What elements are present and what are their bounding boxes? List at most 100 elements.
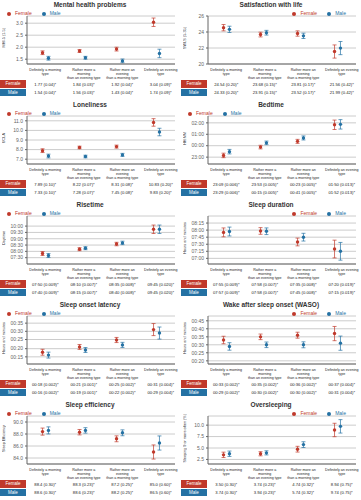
svg-text:00:20: 00:20 — [10, 345, 23, 351]
html-text:Rather more a morning than an: Rather more a morning than an evening ty… — [248, 68, 282, 80]
html-text:Rather more an evening than a: Rather more an evening than a morning ty… — [106, 368, 139, 380]
svg-text:00:35: 00:35 — [191, 334, 204, 340]
html-text:Rather more a morning than an: Rather more a morning than an evening ty… — [248, 368, 282, 380]
html-text:Wake after sleep onset (WASO): Wake after sleep onset (WASO) — [222, 301, 320, 308]
svg-text:07:30: 07:30 — [191, 241, 204, 247]
html-text:Definitely a morning type: Definitely a morning type — [210, 268, 243, 276]
html-text:Rather more a morning than an: Rather more a morning than an evening ty… — [248, 168, 282, 180]
html-text:Rather more a morning than an: Rather more a morning than an evening ty… — [67, 268, 101, 280]
svg-text:90.0: 90.0 — [13, 419, 23, 425]
svg-text:88.0: 88.0 — [13, 431, 23, 437]
svg-text:01:00: 01:00 — [191, 131, 204, 137]
html-text:Definitely a morning type: Definitely a morning type — [29, 168, 62, 176]
html-text:Definitely an evening type: Definitely an evening type — [144, 468, 178, 476]
html-text:Sleep efficiency: Sleep efficiency — [65, 401, 115, 408]
svg-text:11.0: 11.0 — [14, 118, 24, 124]
html-text:Rather more an evening than a: Rather more an evening than a morning ty… — [287, 168, 320, 180]
html-text:Definitely a morning type: Definitely a morning type — [210, 168, 243, 176]
svg-text:07:15: 07:15 — [191, 248, 204, 254]
svg-text:23:00: 23:00 — [191, 154, 204, 160]
html-text:Definitely an evening type: Definitely an evening type — [325, 268, 359, 276]
svg-text:86.0: 86.0 — [13, 443, 23, 449]
html-text:Rather more an evening than a: Rather more an evening than a morning ty… — [106, 268, 139, 280]
html-text:Male: Male — [49, 10, 61, 16]
html-text:Rather more an evening than a: Rather more an evening than a morning ty… — [287, 68, 320, 80]
svg-text:07:45: 07:45 — [191, 234, 204, 240]
html-text:Rather more an evening than a: Rather more an evening than a morning ty… — [287, 268, 320, 280]
html-text:Definitely a morning type: Definitely a morning type — [210, 468, 243, 476]
svg-text:10.0: 10.0 — [13, 127, 23, 133]
html-text:Rather more a morning than an: Rather more a morning than an evening ty… — [67, 168, 101, 180]
svg-text:08:15: 08:15 — [191, 220, 204, 226]
svg-text:07:30: 07:30 — [10, 254, 23, 260]
svg-text:07:00: 07:00 — [191, 255, 204, 261]
svg-text:22: 22 — [198, 45, 204, 51]
svg-text:10.0: 10.0 — [194, 422, 204, 428]
html-text:Definitely an evening type: Definitely an evening type — [325, 468, 359, 476]
svg-text:20: 20 — [198, 61, 204, 67]
html-text:Mental health problems: Mental health problems — [53, 1, 127, 8]
svg-text:9.0: 9.0 — [16, 137, 23, 143]
html-text:Definitely an evening type: Definitely an evening type — [325, 368, 359, 376]
svg-text:00:25: 00:25 — [191, 350, 204, 356]
svg-text:00:35: 00:35 — [10, 320, 23, 326]
svg-text:00:30: 00:30 — [10, 328, 23, 334]
html-text:Definitely an evening type: Definitely an evening type — [144, 368, 178, 376]
html-text:Definitely an evening type: Definitely an evening type — [325, 168, 359, 176]
svg-text:3.0: 3.0 — [16, 20, 23, 26]
svg-text:08:00: 08:00 — [10, 248, 23, 254]
svg-text:00:25: 00:25 — [10, 336, 23, 342]
html-text:Rather more a morning than an: Rather more a morning than an evening ty… — [67, 368, 101, 380]
svg-text:00:15: 00:15 — [10, 354, 23, 360]
html-text:Sleep duration: Sleep duration — [248, 201, 294, 208]
html-text:Bedtime: Bedtime — [258, 101, 284, 108]
svg-text:08:00: 08:00 — [191, 227, 204, 233]
html-text:Definitely an evening type: Definitely an evening type — [144, 268, 178, 276]
svg-text:00:40: 00:40 — [191, 326, 204, 332]
svg-text:7.0: 7.0 — [16, 156, 23, 162]
svg-text:09:00: 09:00 — [10, 236, 23, 242]
html-text:Rather more a morning than an: Rather more a morning than an evening ty… — [248, 468, 282, 480]
html-text:Definitely a morning type: Definitely a morning type — [29, 68, 62, 76]
html-text:Rather more an evening than a: Rather more an evening than a morning ty… — [287, 368, 320, 380]
html-text:Definitely a morning type: Definitely a morning type — [29, 368, 62, 376]
svg-text:00:20: 00:20 — [191, 358, 204, 364]
svg-text:00:00: 00:00 — [191, 142, 204, 148]
svg-text:2.0: 2.0 — [16, 44, 23, 50]
svg-text:1.5: 1.5 — [16, 56, 23, 62]
svg-text:09:30: 09:30 — [10, 229, 23, 235]
html-text:Loneliness: Loneliness — [73, 101, 107, 108]
html-text:Definitely a morning type: Definitely a morning type — [210, 68, 243, 76]
svg-text:2.5: 2.5 — [197, 456, 204, 462]
html-text:Definitely a morning type: Definitely a morning type — [29, 468, 62, 476]
html-text:Rather more a morning than an: Rather more a morning than an evening ty… — [67, 468, 101, 480]
html-text:Rather more an evening than a: Rather more an evening than a morning ty… — [106, 468, 139, 480]
html-text:Rather more an evening than a: Rather more an evening than a morning ty… — [287, 468, 320, 480]
html-text:Risetime: Risetime — [76, 201, 104, 208]
svg-text:84.0: 84.0 — [13, 455, 23, 461]
svg-text:24: 24 — [198, 29, 204, 35]
svg-text:8.0: 8.0 — [16, 146, 23, 152]
html-text:Definitely a morning type: Definitely a morning type — [29, 268, 62, 276]
html-text:Definitely a morning type: Definitely a morning type — [210, 368, 243, 376]
html-text:Rather more an evening than a: Rather more an evening than a morning ty… — [106, 68, 139, 80]
html-text:Rather more an evening than a: Rather more an evening than a morning ty… — [106, 168, 139, 180]
html-text:Definitely an evening type: Definitely an evening type — [144, 168, 178, 176]
svg-text:2.5: 2.5 — [16, 32, 23, 38]
svg-text:00:30: 00:30 — [191, 342, 204, 348]
svg-text:7.5: 7.5 — [197, 433, 204, 439]
svg-text:00:45: 00:45 — [191, 318, 204, 324]
html-text:Satisfaction with life: Satisfaction with life — [239, 1, 303, 8]
html-text:Definitely an evening type: Definitely an evening type — [325, 68, 359, 76]
html-text:Female: Female — [15, 10, 32, 16]
html-text:Sleep onset latency: Sleep onset latency — [59, 301, 121, 308]
svg-text:26: 26 — [198, 13, 204, 19]
svg-text:10:00: 10:00 — [10, 223, 23, 229]
svg-text:02:00: 02:00 — [191, 120, 204, 126]
svg-text:5.0: 5.0 — [197, 445, 204, 451]
html-text:Rather more a morning than an: Rather more a morning than an evening ty… — [248, 268, 282, 280]
html-text:Oversleeping: Oversleeping — [250, 401, 292, 408]
html-text:Definitely an evening type: Definitely an evening type — [144, 68, 178, 76]
html-text:Rather more a morning than an: Rather more a morning than an evening ty… — [67, 68, 101, 80]
svg-text:08:30: 08:30 — [10, 242, 23, 248]
